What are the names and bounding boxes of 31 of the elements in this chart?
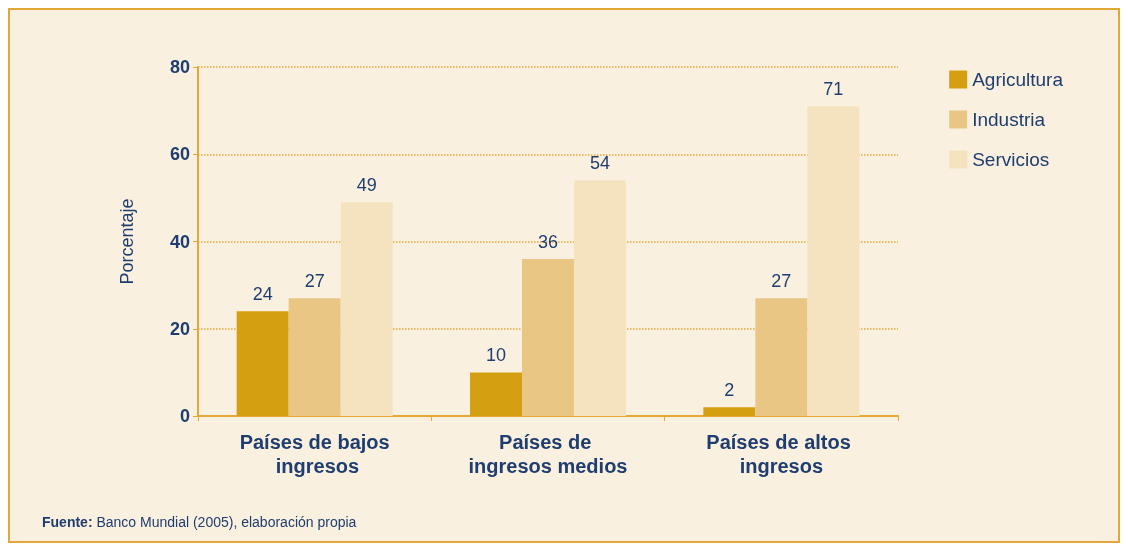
legend-label: Agricultura — [972, 69, 1064, 90]
y-tick-label: 0 — [179, 406, 190, 426]
data-label: 54 — [589, 153, 611, 174]
y-tick-label: 60 — [169, 144, 190, 165]
bar — [470, 372, 522, 416]
bar — [755, 298, 808, 416]
data-label: 27 — [771, 271, 792, 292]
legend-label: Industria — [972, 109, 1046, 130]
x-tick-label: Países de ingresos medios — [468, 431, 628, 477]
y-axis-title: Porcentaje — [117, 198, 137, 285]
bar — [522, 258, 574, 416]
data-label: 24 — [252, 284, 273, 305]
y-tick-label: 20 — [169, 318, 190, 339]
y-tick-label: 40 — [169, 231, 190, 252]
source-note: Fuente: Banco Mundial (2005), elaboración propia — [42, 514, 357, 530]
y-tick-label: 80 — [169, 57, 190, 77]
data-label: 49 — [356, 175, 377, 196]
data-label: 27 — [304, 271, 325, 292]
data-label: 36 — [537, 231, 559, 252]
data-label: 2 — [724, 380, 735, 401]
bar — [288, 298, 341, 416]
bar — [807, 106, 860, 416]
bar — [236, 311, 289, 416]
data-label: 71 — [823, 79, 844, 100]
bar — [574, 180, 626, 416]
x-tick-label: Países de bajos ingresos — [239, 431, 390, 477]
bar — [340, 202, 393, 416]
bar — [703, 407, 756, 416]
x-tick-label: Países de altos ingresos — [706, 431, 857, 477]
data-label: 10 — [485, 345, 507, 366]
legend-label: Servicios — [972, 149, 1050, 170]
